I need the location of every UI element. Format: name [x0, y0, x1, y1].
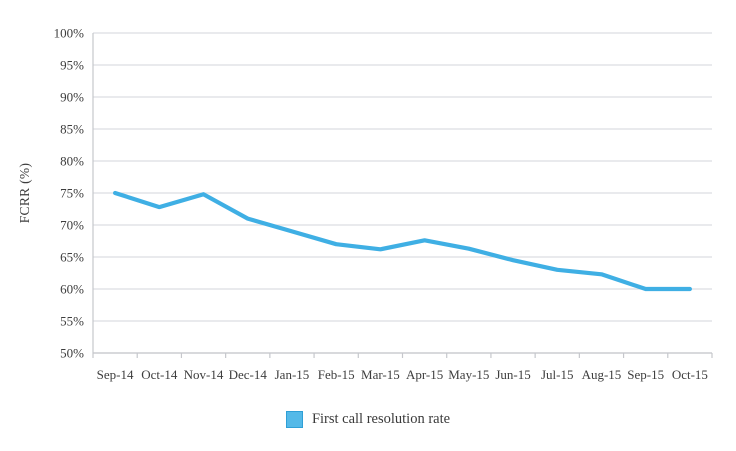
- x-tick-label: Jul-15: [541, 367, 574, 382]
- y-tick-label: 65%: [60, 250, 84, 265]
- x-tick-label: Sep-15: [627, 367, 664, 382]
- x-tick-label: Oct-15: [672, 367, 708, 382]
- series-line-first-call-resolution-rate: [113, 190, 692, 292]
- x-tick-label: Jan-15: [275, 367, 310, 382]
- y-tick-label: 85%: [60, 122, 84, 137]
- legend: First call resolution rate: [0, 411, 736, 428]
- x-tick-label: Apr-15: [406, 367, 443, 382]
- legend-swatch-icon: [285, 411, 303, 428]
- y-tick-label: 95%: [60, 58, 84, 73]
- y-tick-label: 70%: [60, 218, 84, 233]
- y-tick-label: 80%: [60, 154, 84, 169]
- x-tick-label: Dec-14: [229, 367, 268, 382]
- x-tick-label: Sep-14: [97, 367, 134, 382]
- y-tick-label: 75%: [60, 186, 84, 201]
- x-tick-label: Aug-15: [582, 367, 622, 382]
- x-tick-label: Jun-15: [495, 367, 530, 382]
- x-tick-label: Mar-15: [361, 367, 400, 382]
- y-tick-label: 55%: [60, 314, 84, 329]
- y-tick-label: 90%: [60, 90, 84, 105]
- x-tick-label: Oct-14: [141, 367, 178, 382]
- y-tick-label: 100%: [54, 26, 85, 41]
- x-tick-label: May-15: [448, 367, 489, 382]
- x-tick-label: Nov-14: [184, 367, 224, 382]
- y-tick-label: 50%: [60, 346, 84, 361]
- legend-label: First call resolution rate: [311, 411, 451, 427]
- x-tick-label: Feb-15: [318, 367, 355, 382]
- y-tick-label: 60%: [60, 282, 84, 297]
